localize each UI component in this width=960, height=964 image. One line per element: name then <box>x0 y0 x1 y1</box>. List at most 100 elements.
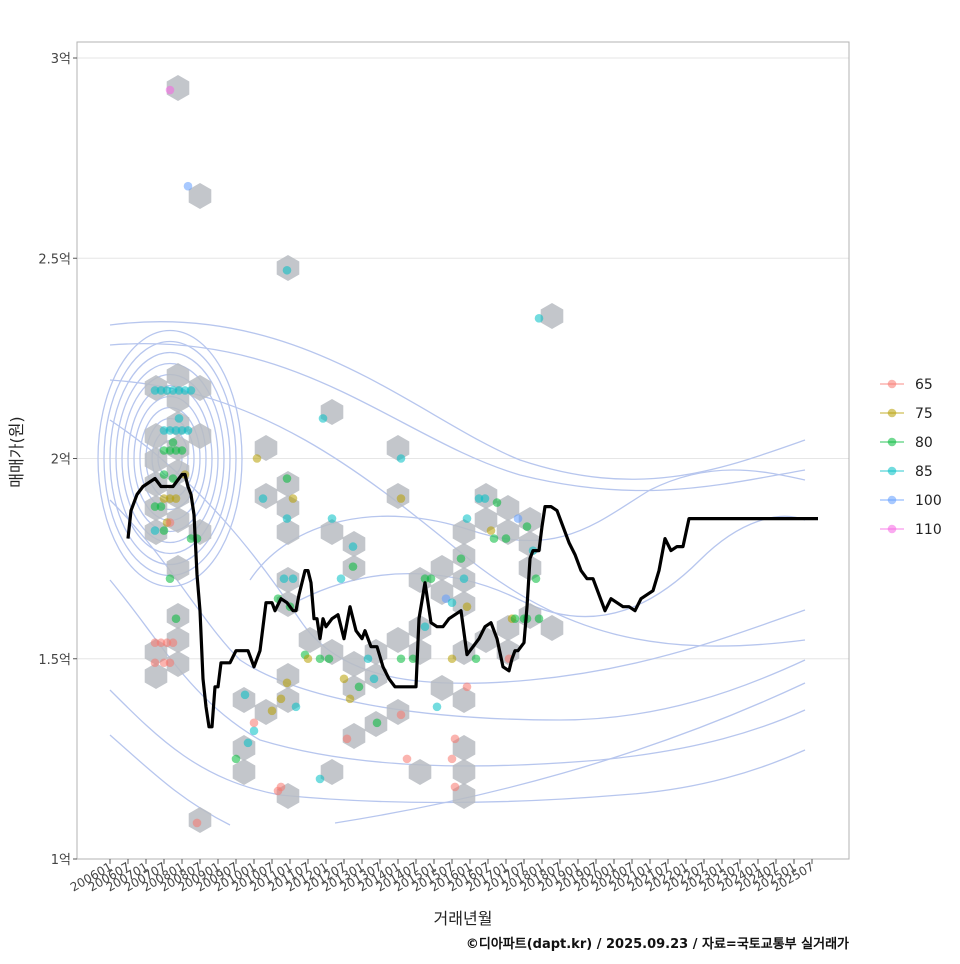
point-80 <box>159 526 169 535</box>
legend-key-point <box>887 495 897 505</box>
point-75 <box>165 494 175 503</box>
hexbin <box>496 495 520 521</box>
point-85 <box>480 494 490 503</box>
y-tick-label: 1.5억 <box>38 653 71 668</box>
x-axis-title: 거래년월 <box>434 909 493 928</box>
hexbin <box>540 615 564 641</box>
point-85 <box>336 574 346 583</box>
point-65 <box>156 638 166 648</box>
point-75 <box>303 654 313 664</box>
density-contour-line-8 <box>334 682 806 824</box>
point-65 <box>150 638 160 648</box>
legend-key-point <box>887 524 897 534</box>
density-contour-line-1 <box>109 343 806 492</box>
legend-label: 100 <box>915 493 942 509</box>
hexbin <box>342 675 366 701</box>
point-65 <box>447 754 457 764</box>
point-80 <box>522 522 532 531</box>
legend-label: 75 <box>915 406 933 422</box>
hexbin <box>188 183 212 209</box>
point-85 <box>174 414 184 423</box>
point-75 <box>171 494 181 503</box>
point-110 <box>165 85 175 95</box>
hexbin <box>254 699 278 725</box>
hexbin <box>166 507 190 533</box>
hexbin <box>430 675 454 701</box>
y-tick-label: 1억 <box>51 853 71 868</box>
y-tick-label: 2.5억 <box>38 252 71 267</box>
point-80 <box>534 614 544 623</box>
y-axis: 1억 1.5억 2억 2.5억 3억 <box>38 52 77 868</box>
point-85 <box>447 598 457 607</box>
point-75 <box>345 694 355 704</box>
point-85 <box>459 574 469 583</box>
point-85 <box>327 514 337 523</box>
point-85 <box>348 542 358 551</box>
point-80 <box>165 446 175 455</box>
point-65 <box>402 754 412 764</box>
plot-panel-border <box>76 41 850 860</box>
hexbin <box>540 303 564 329</box>
legend-key-point <box>887 408 897 418</box>
point-80 <box>510 614 520 623</box>
point-85 <box>243 738 253 748</box>
point-85 <box>474 494 484 503</box>
point-85 <box>159 426 169 435</box>
hexbin <box>408 759 432 785</box>
point-85 <box>186 386 196 395</box>
point-85 <box>363 654 373 664</box>
point-80 <box>282 474 292 483</box>
point-85 <box>177 426 187 435</box>
hexbin <box>342 651 366 677</box>
hexbin <box>166 363 190 389</box>
density-contour-line-0 <box>109 320 806 480</box>
hexbin <box>254 435 278 461</box>
hexbin <box>452 687 476 713</box>
trend-line <box>126 472 818 729</box>
point-85 <box>183 426 193 435</box>
point-85 <box>279 574 289 583</box>
point-85 <box>282 514 292 523</box>
trend-line-layer <box>126 472 818 729</box>
hexbin <box>298 627 322 653</box>
hexbin <box>452 759 476 785</box>
density-contour-line-10 <box>299 515 806 618</box>
point-75 <box>282 678 292 688</box>
hexbin <box>232 759 256 785</box>
point-80 <box>168 474 178 483</box>
hexbin <box>276 519 300 545</box>
point-85 <box>150 386 160 395</box>
point-85 <box>396 454 406 463</box>
point-80 <box>531 574 541 583</box>
point-65 <box>168 638 178 648</box>
scatter-points <box>150 85 544 828</box>
point-80 <box>426 574 436 583</box>
point-65 <box>276 782 286 792</box>
point-85 <box>150 526 160 535</box>
point-80 <box>456 554 466 563</box>
point-65 <box>159 658 169 668</box>
legend-key-point <box>887 437 897 447</box>
point-85 <box>156 386 166 395</box>
point-85 <box>165 426 175 435</box>
x-axis: 2006012006072007012007072008012008072009… <box>68 859 817 895</box>
hexbin <box>452 639 476 665</box>
density-contour-line-7 <box>109 734 231 826</box>
point-85 <box>174 386 184 395</box>
point-85 <box>240 690 250 700</box>
point-75 <box>486 526 496 535</box>
point-75 <box>462 602 472 611</box>
legend: 65 75 80 85 100 110 <box>880 377 942 538</box>
legend-label: 110 <box>915 522 942 538</box>
point-85 <box>318 414 328 423</box>
point-75 <box>396 494 406 503</box>
hexbin <box>452 519 476 545</box>
legend-key-point <box>887 466 897 476</box>
point-80 <box>396 654 406 664</box>
hexbin <box>386 627 410 653</box>
density-contour-ring-11 <box>97 329 243 588</box>
hexbin <box>276 663 300 689</box>
hexbin <box>276 471 300 497</box>
